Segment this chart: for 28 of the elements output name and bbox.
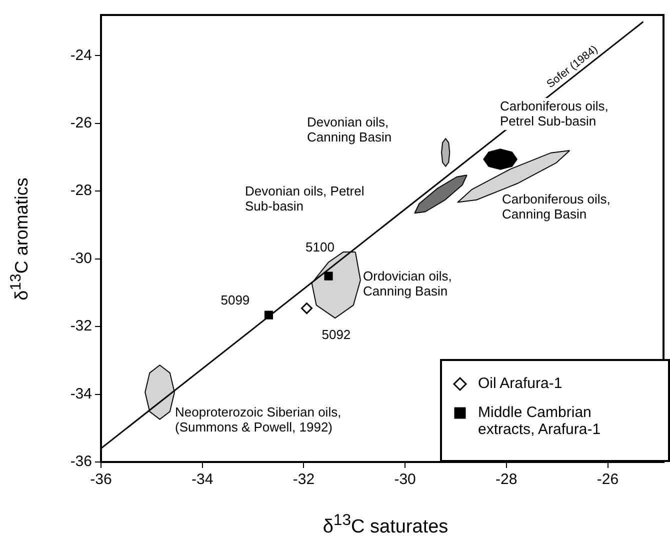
- y-tick-label: -30: [70, 250, 92, 267]
- y-tick-label: -28: [70, 182, 92, 200]
- legend-label: Oil Arafura-1: [478, 375, 562, 392]
- x-tick-label: -32: [292, 471, 315, 488]
- point: [264, 310, 274, 320]
- annotation: 5099: [220, 292, 250, 308]
- y-tick-label: -34: [70, 385, 92, 402]
- point: [324, 272, 333, 280]
- x-tick-label: -28: [496, 471, 518, 488]
- y-tick-label: -26: [70, 114, 92, 132]
- x-tick-label: -34: [192, 471, 214, 488]
- y-tick-label: -36: [70, 453, 92, 470]
- legend-label: Middle Cambrian extracts, Arafura-1: [478, 404, 602, 438]
- x-tick-label: -36: [90, 471, 112, 488]
- point: [300, 302, 312, 314]
- annotation: Carboniferous oils, Canning Basin: [502, 192, 610, 222]
- annotation: 5092: [322, 326, 351, 342]
- annotation: Devonian oils, Petrel Sub-basin: [245, 184, 364, 214]
- x-axis-title: δ$^{13}$C saturates: [322, 512, 448, 538]
- x-tick-label: -26: [596, 471, 619, 488]
- annotation: Carboniferous oils, Petrel Sub-basin: [500, 98, 608, 129]
- y-tick-label: -32: [70, 318, 92, 335]
- annotation: Devonian oils, Canning Basin: [307, 114, 392, 145]
- annotation: Ordovician oils, Canning Basin: [363, 268, 452, 299]
- annotation: Neoproterozoic Siberian oils, (Summons & Powell, 1992): [175, 404, 342, 435]
- y-tick-label: -24: [70, 46, 92, 64]
- annotation: 5100: [306, 240, 334, 255]
- x-tick-label: -30: [394, 471, 416, 488]
